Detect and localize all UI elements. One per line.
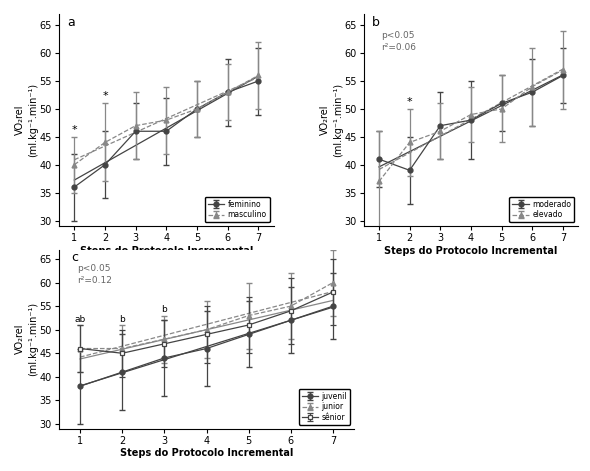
Text: p<0.05
r²=0.06: p<0.05 r²=0.06: [381, 31, 416, 52]
Text: c: c: [71, 252, 78, 264]
Text: b: b: [162, 305, 167, 314]
Text: b: b: [119, 315, 125, 324]
Text: *: *: [71, 125, 77, 135]
Legend: juvenil, junior, sênior: juvenil, junior, sênior: [299, 389, 350, 425]
X-axis label: Steps do Protocolo Incremental: Steps do Protocolo Incremental: [384, 246, 558, 256]
Text: b: b: [372, 16, 380, 29]
Legend: feminino, masculino: feminino, masculino: [205, 196, 270, 222]
Text: p<0.05
r²=0.12: p<0.05 r²=0.12: [77, 264, 112, 285]
Legend: moderado, elevado: moderado, elevado: [509, 196, 575, 222]
Text: *: *: [102, 91, 108, 101]
X-axis label: Steps do Protocolo Incremental: Steps do Protocolo Incremental: [80, 246, 253, 256]
Y-axis label: VO₂rel
(ml.kg⁻¹.min⁻¹): VO₂rel (ml.kg⁻¹.min⁻¹): [15, 302, 38, 376]
Text: ab: ab: [74, 315, 86, 324]
Text: a: a: [68, 16, 76, 29]
X-axis label: Steps do Protocolo Incremental: Steps do Protocolo Incremental: [120, 448, 293, 458]
Text: *: *: [407, 97, 412, 107]
Y-axis label: VO₂rel
(ml.kg⁻¹.min⁻¹): VO₂rel (ml.kg⁻¹.min⁻¹): [320, 83, 343, 157]
Y-axis label: VO₂rel
(ml.kg⁻¹.min⁻¹): VO₂rel (ml.kg⁻¹.min⁻¹): [15, 83, 38, 157]
